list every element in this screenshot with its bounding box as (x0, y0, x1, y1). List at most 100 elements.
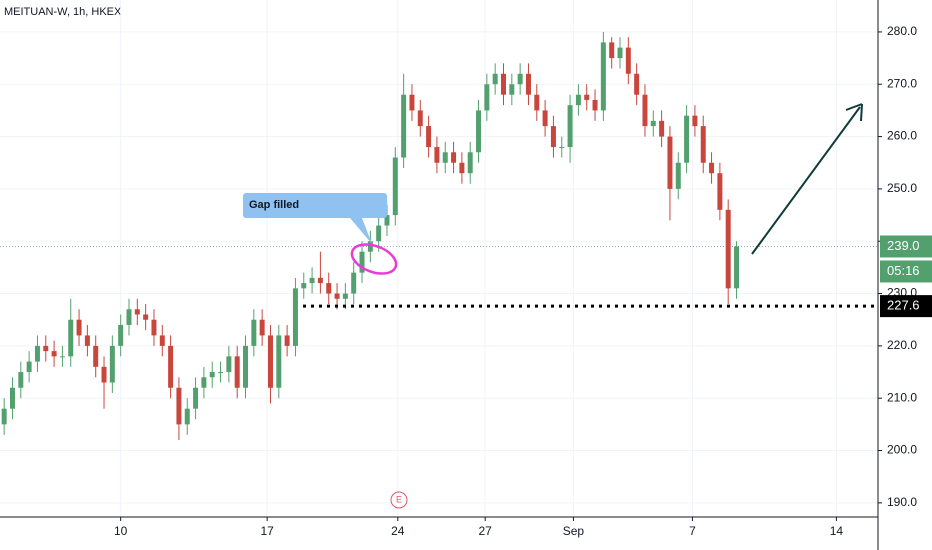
x-tick-label: 7 (689, 524, 696, 538)
candle-body (426, 126, 432, 148)
candle-body (359, 251, 365, 273)
candle-body (118, 324, 124, 346)
trend-arrow (751, 106, 861, 255)
x-tick-label: 17 (260, 524, 274, 538)
candle-body (459, 162, 465, 174)
candle-body (234, 356, 240, 388)
candle-body (575, 94, 581, 106)
candle-body (675, 162, 681, 189)
candle-body (659, 120, 665, 137)
candle-body (642, 94, 648, 127)
candle-body (101, 366, 107, 383)
candle-body (451, 152, 457, 163)
candle-body (550, 126, 556, 148)
candle-body (600, 42, 606, 111)
candle-body (709, 162, 715, 174)
y-tick-label: 280.0 (887, 24, 917, 38)
candle-body (384, 215, 390, 226)
chart-title: MEITUAN-W, 1h, HKEX (4, 6, 122, 18)
candle-body (201, 377, 207, 388)
candle-body (26, 361, 32, 373)
candle-body (492, 73, 498, 85)
candle-body (51, 351, 57, 357)
candle-body (717, 173, 723, 210)
last-price-box (880, 235, 932, 258)
event-marker (390, 491, 408, 509)
candle-body (501, 73, 506, 95)
candle-body (625, 47, 631, 74)
candle-body (534, 94, 540, 111)
candle-body (584, 94, 590, 100)
candle-body (342, 293, 348, 299)
x-tick-label: 14 (830, 524, 844, 538)
candle-body (193, 387, 199, 409)
callout-pointer (350, 218, 372, 244)
candle-body (9, 387, 15, 409)
candle-body (109, 345, 115, 383)
candle-body (209, 372, 215, 378)
candle-body (251, 319, 257, 346)
x-tick-label: 27 (479, 524, 493, 538)
candle-body (159, 335, 165, 346)
candle-body (218, 372, 224, 374)
candle-body (284, 335, 290, 346)
arrow-head (845, 103, 863, 122)
candle-body (617, 47, 623, 59)
candle-body (734, 246, 740, 289)
candle-body (609, 42, 615, 59)
candle-body (351, 272, 357, 294)
candle-body (542, 110, 548, 127)
candle-body (650, 120, 656, 127)
candle-body (34, 345, 40, 362)
candle-body (326, 283, 332, 294)
candle-body (93, 345, 99, 367)
callout-box (243, 193, 387, 218)
y-tick-label: 270.0 (887, 76, 917, 90)
candle-body (68, 319, 74, 357)
y-tick-label: 210.0 (887, 390, 917, 404)
candle-body (667, 136, 673, 189)
candle-body (317, 277, 323, 284)
callout-text: Gap filled (249, 199, 299, 211)
highlight-ellipse (350, 243, 398, 275)
candle-body (126, 309, 132, 325)
candle-body (243, 345, 249, 388)
candle-body (151, 319, 157, 336)
candle-body (226, 356, 232, 373)
candle-body (176, 387, 182, 425)
candle-body (376, 225, 382, 242)
candle-body (59, 356, 65, 358)
candle-body (725, 209, 731, 289)
candle-body (84, 335, 90, 346)
candle-body (517, 73, 523, 85)
last-price-label: 239.0 (887, 238, 920, 253)
candle-body (476, 110, 482, 153)
candle-body (301, 283, 307, 289)
y-tick-label: 200.0 (887, 443, 917, 457)
candle-body (43, 345, 49, 352)
event-marker-label: E (396, 494, 402, 504)
candle-body (509, 84, 515, 95)
candle-body (467, 152, 473, 174)
candle-body (392, 157, 398, 216)
candle-body (259, 319, 265, 336)
candle-body (18, 372, 24, 388)
y-tick-label: 260.0 (887, 129, 917, 143)
candle-body (309, 277, 315, 284)
candle-body (184, 408, 190, 425)
candle-body (76, 319, 82, 336)
countdown-box (880, 260, 932, 283)
candle-body (442, 152, 448, 163)
candle-body (143, 314, 149, 320)
y-tick-label: 250.0 (887, 181, 917, 195)
candle-body (409, 94, 415, 111)
candle-body (684, 115, 690, 163)
candle-body (525, 73, 531, 95)
candle-body (292, 288, 298, 346)
candle-body (634, 73, 640, 95)
candle-body (334, 293, 340, 299)
candle-body (417, 110, 423, 127)
candle-body (134, 309, 140, 315)
candle-body (434, 147, 440, 163)
